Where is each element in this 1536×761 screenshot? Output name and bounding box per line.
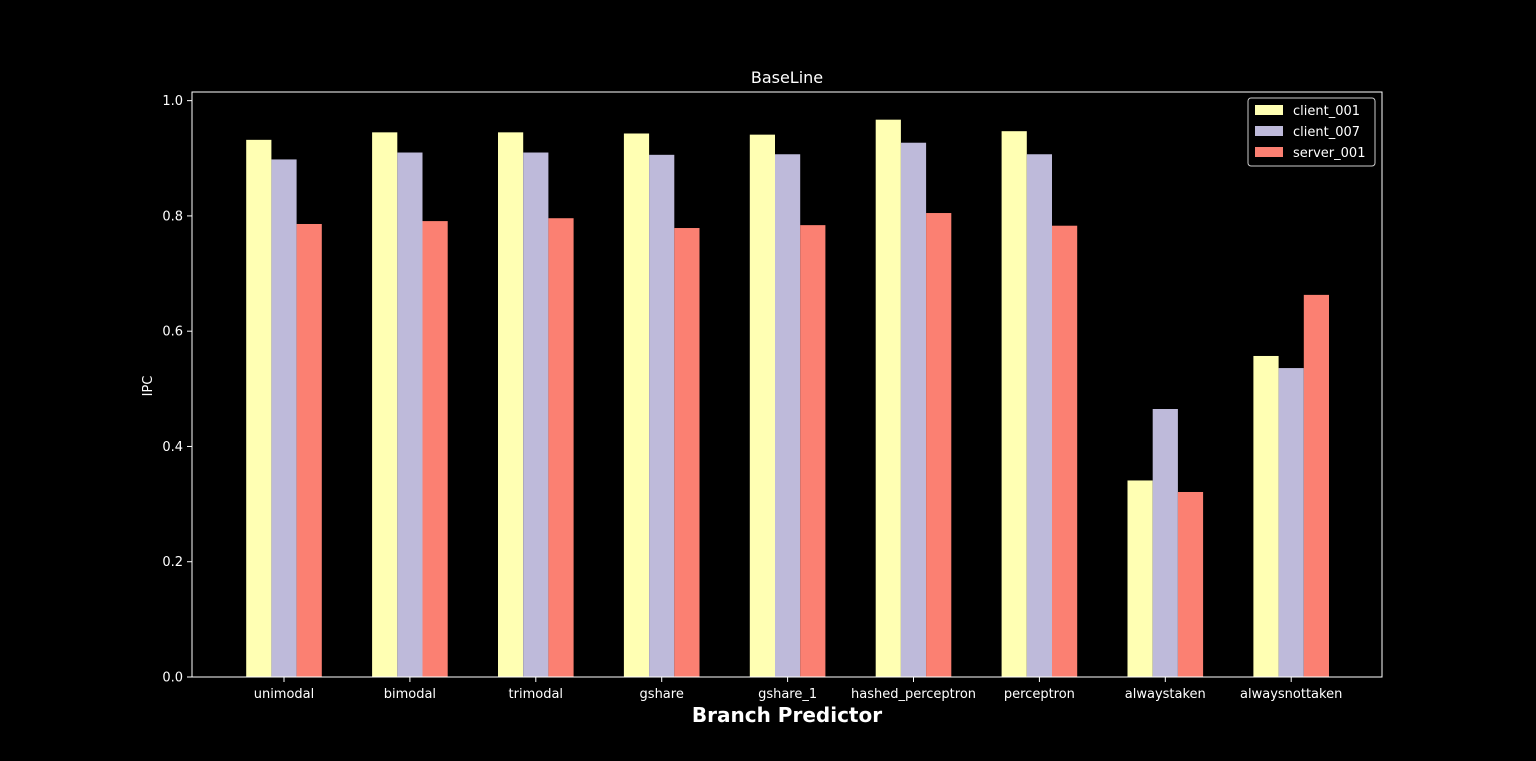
x-tick-label: hashed_perceptron [851,687,976,702]
y-axis-label: IPC [141,376,156,397]
y-tick-label: 0.2 [162,555,183,570]
legend-label-server-001: server_001 [1293,146,1365,161]
bar-client-001-alwaystaken [1127,480,1153,677]
y-tick-label: 0.0 [162,671,183,686]
chart-title: BaseLine [751,68,823,87]
x-axis-label: Branch Predictor [692,703,882,727]
bar-client-007-gshare-1 [775,154,801,677]
x-tick-label: alwaysnottaken [1240,687,1342,702]
bar-client-007-unimodal [271,159,297,677]
bar-client-001-gshare-1 [749,134,775,677]
bar-client-007-trimodal [523,152,549,677]
x-tick-label: perceptron [1004,687,1075,702]
plot-frame [191,91,1383,678]
legend-swatch-server-001 [1255,147,1283,157]
y-tick-label: 1.0 [162,94,183,109]
bars-layer [246,119,1329,678]
bar-client-001-bimodal [372,132,398,678]
bar-client-001-alwaysnottaken [1253,355,1279,677]
y-axis: 0.0 0.2 0.4 0.6 0.8 1.0 [162,94,192,686]
bar-client-001-unimodal [246,139,272,678]
bar-client-007-gshare [649,154,675,677]
bar-server-001-perceptron [1052,225,1078,677]
bar-server-001-alwaysnottaken [1303,294,1329,677]
x-tick-label: alwaystaken [1125,687,1206,702]
bar-client-007-alwaysnottaken [1278,368,1304,677]
bar-server-001-bimodal [422,221,448,677]
legend: client_001 client_007 server_001 [1247,97,1376,167]
bar-client-007-alwaystaken [1152,409,1178,677]
bar-client-001-hashed-perceptron [875,119,901,678]
y-tick-label: 0.6 [162,325,183,340]
x-tick-label: gshare_1 [758,687,817,702]
legend-label-client-001: client_001 [1293,104,1360,119]
bar-server-001-unimodal [296,223,322,678]
bar-client-001-trimodal [498,132,524,678]
y-tick-label: 0.4 [162,440,183,455]
bar-client-007-hashed-perceptron [900,142,927,678]
x-tick-label: trimodal [509,687,564,702]
bar-server-001-hashed-perceptron [926,213,952,677]
x-axis: unimodal bimodal trimodal gshare gshare_1 has… [254,677,1342,702]
bar-client-007-bimodal [397,152,423,677]
bar-server-001-gshare [674,228,700,677]
bar-server-001-alwaystaken [1177,491,1204,677]
legend-swatch-client-007 [1255,126,1283,136]
bar-client-001-perceptron [1001,131,1027,677]
bar-client-001-gshare [623,133,650,677]
x-tick-label: gshare [640,687,684,702]
x-tick-label: bimodal [384,687,436,702]
bar-server-001-gshare-1 [800,225,826,677]
legend-swatch-client-001 [1255,105,1283,115]
y-tick-label: 0.8 [162,209,183,224]
bar-server-001-trimodal [548,218,574,677]
bar-client-007-perceptron [1026,154,1052,677]
x-tick-label: unimodal [254,687,315,702]
legend-label-client-007: client_007 [1293,125,1360,140]
